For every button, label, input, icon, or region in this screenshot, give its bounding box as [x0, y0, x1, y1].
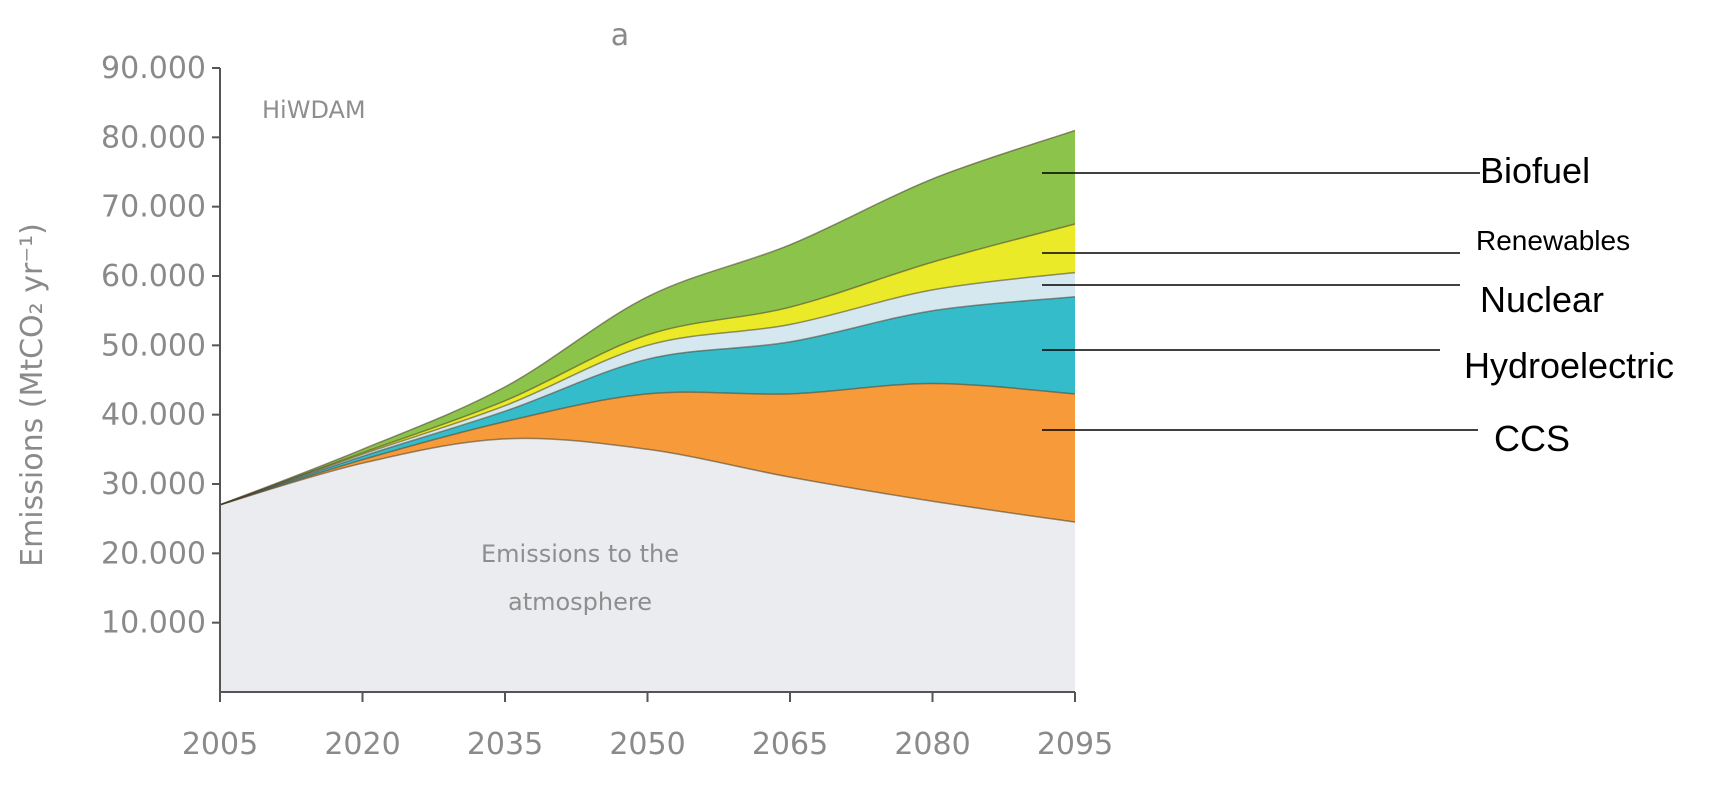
y-ticks: 10.000 20.000 30.000 40.000 50.000 60.000 70.0…: [101, 51, 220, 641]
legend-label-biofuel: Biofuel: [1480, 150, 1591, 191]
x-tick-label: 2020: [324, 727, 400, 762]
legend-label-hydroelectric: Hydroelectric: [1464, 345, 1675, 386]
legend-label-nuclear: Nuclear: [1480, 279, 1605, 320]
x-tick-label: 2065: [752, 727, 828, 762]
area-hydro: [220, 296, 1075, 505]
y-axis-title: Emissions (MtCO₂ yr⁻¹): [15, 223, 50, 567]
area-nuclear: [220, 272, 1075, 505]
y-tick-label: 50.000: [101, 328, 206, 363]
panel-letter: a: [611, 18, 629, 53]
y-tick-label: 10.000: [101, 606, 206, 641]
area-border-renewables: [219, 223, 1076, 506]
x-tick-label: 2005: [182, 727, 258, 762]
y-tick-label: 70.000: [101, 190, 206, 225]
model-label: HiWDAM: [262, 96, 366, 124]
area-renewables: [220, 224, 1075, 505]
base-annotation-line-2: atmosphere: [508, 588, 652, 616]
area-borders: [219, 129, 1076, 523]
base-annotation-line-1: Emissions to the: [481, 540, 679, 568]
area-biofuel: [220, 130, 1075, 505]
legend-label-renewables: Renewables: [1476, 225, 1631, 256]
y-tick-label: 20.000: [101, 536, 206, 571]
x-ticks: 2005 2020 2035 2050 2065 2080 2095: [182, 692, 1113, 762]
x-tick-label: 2095: [1037, 727, 1113, 762]
area-border-nuclear: [219, 271, 1076, 506]
callout-lines: [1042, 172, 1480, 431]
y-tick-label: 90.000: [101, 51, 206, 86]
area-border-atmosphere: [219, 437, 1076, 523]
area-ccs: [220, 383, 1075, 523]
y-tick-label: 40.000: [101, 398, 206, 433]
area-layers: [220, 130, 1075, 692]
x-tick-label: 2035: [467, 727, 543, 762]
x-tick-label: 2080: [894, 727, 970, 762]
area-border-biofuel: [219, 129, 1076, 506]
area-border-hydro: [219, 296, 1076, 506]
area-atmosphere: [220, 438, 1075, 692]
y-tick-label: 30.000: [101, 467, 206, 502]
legend-label-ccs: CCS: [1494, 418, 1571, 459]
y-tick-label: 80.000: [101, 120, 206, 155]
area-border-ccs: [219, 382, 1076, 506]
x-tick-label: 2050: [609, 727, 685, 762]
y-tick-label: 60.000: [101, 259, 206, 294]
